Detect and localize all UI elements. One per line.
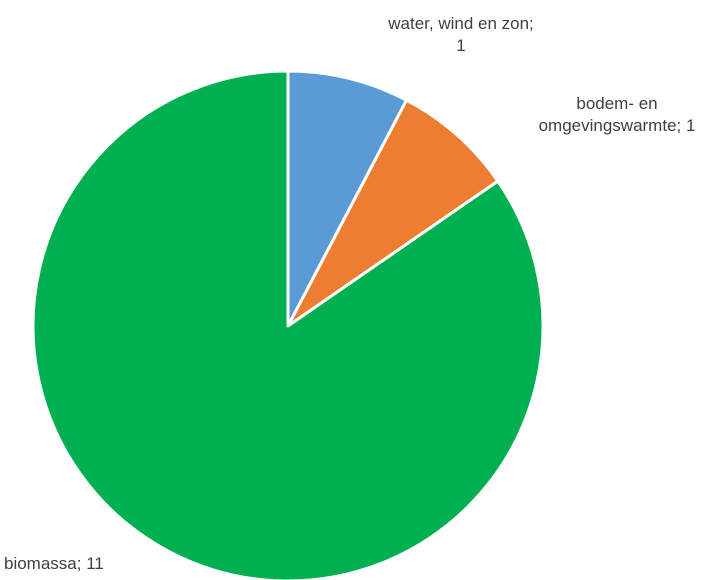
data-label-bodem-omgevingswarmte: bodem- en omgevingswarmte; 1 [531,93,703,137]
data-label-line: water, wind en zon; [388,14,534,33]
data-label-value: 1 [456,36,466,55]
data-label-biomassa: biomassa; 11 [4,553,104,575]
pie-slice-water-wind-en-zon [286,69,408,328]
pie-slice-biomassa [31,69,545,580]
data-label-water-wind-zon: water, wind en zon; 1 [341,13,581,57]
data-label-line: biomassa; 11 [4,554,104,573]
data-label-line: bodem- en [576,94,658,113]
pie-slices [31,69,545,580]
pie-slice-bodem-en-omgevingswarmte [286,98,500,328]
data-label-value: omgevingswarmte; 1 [538,116,696,135]
